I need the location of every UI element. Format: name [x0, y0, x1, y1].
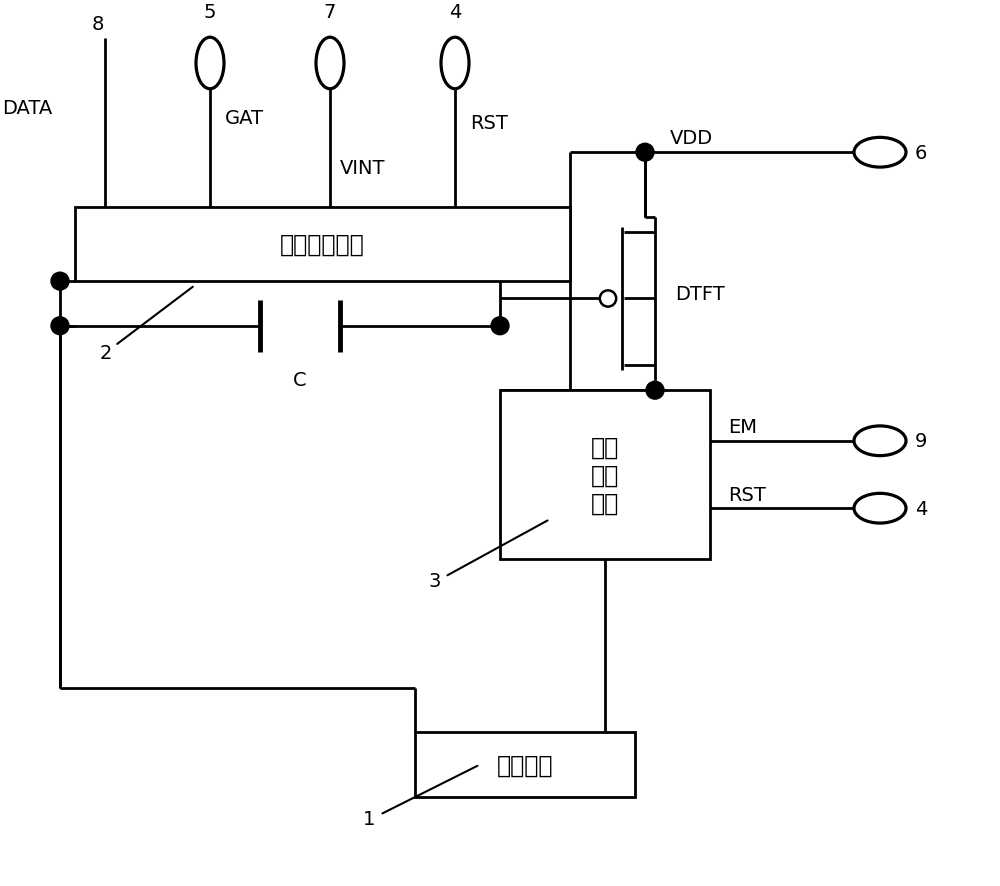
Text: RST: RST	[470, 113, 508, 133]
Text: EM: EM	[728, 418, 757, 437]
Text: VDD: VDD	[670, 128, 713, 148]
FancyBboxPatch shape	[75, 207, 570, 282]
Text: 5: 5	[204, 4, 216, 22]
FancyBboxPatch shape	[415, 733, 635, 797]
Circle shape	[646, 382, 664, 400]
Text: 4: 4	[449, 4, 461, 22]
Text: C: C	[293, 371, 307, 390]
Text: RST: RST	[728, 486, 766, 504]
Circle shape	[491, 317, 509, 335]
Text: DATA: DATA	[2, 99, 52, 118]
Text: VINT: VINT	[340, 159, 386, 177]
Text: 9: 9	[915, 431, 927, 451]
Text: 1: 1	[363, 809, 375, 828]
Text: DTFT: DTFT	[675, 284, 725, 304]
Text: 6: 6	[915, 144, 927, 162]
Text: 第二
控制
模块: 第二 控制 模块	[591, 435, 619, 515]
Text: 发光元件: 发光元件	[497, 753, 553, 777]
Text: 7: 7	[324, 4, 336, 22]
Text: GAT: GAT	[225, 109, 264, 128]
Text: 4: 4	[915, 499, 927, 518]
FancyBboxPatch shape	[500, 391, 710, 559]
Circle shape	[600, 291, 616, 307]
Circle shape	[51, 273, 69, 291]
Text: 3: 3	[428, 571, 440, 590]
Text: 第一控制模块: 第一控制模块	[280, 233, 365, 257]
Circle shape	[51, 317, 69, 335]
Circle shape	[636, 144, 654, 162]
Text: 8: 8	[92, 15, 104, 35]
Text: 2: 2	[100, 344, 112, 362]
